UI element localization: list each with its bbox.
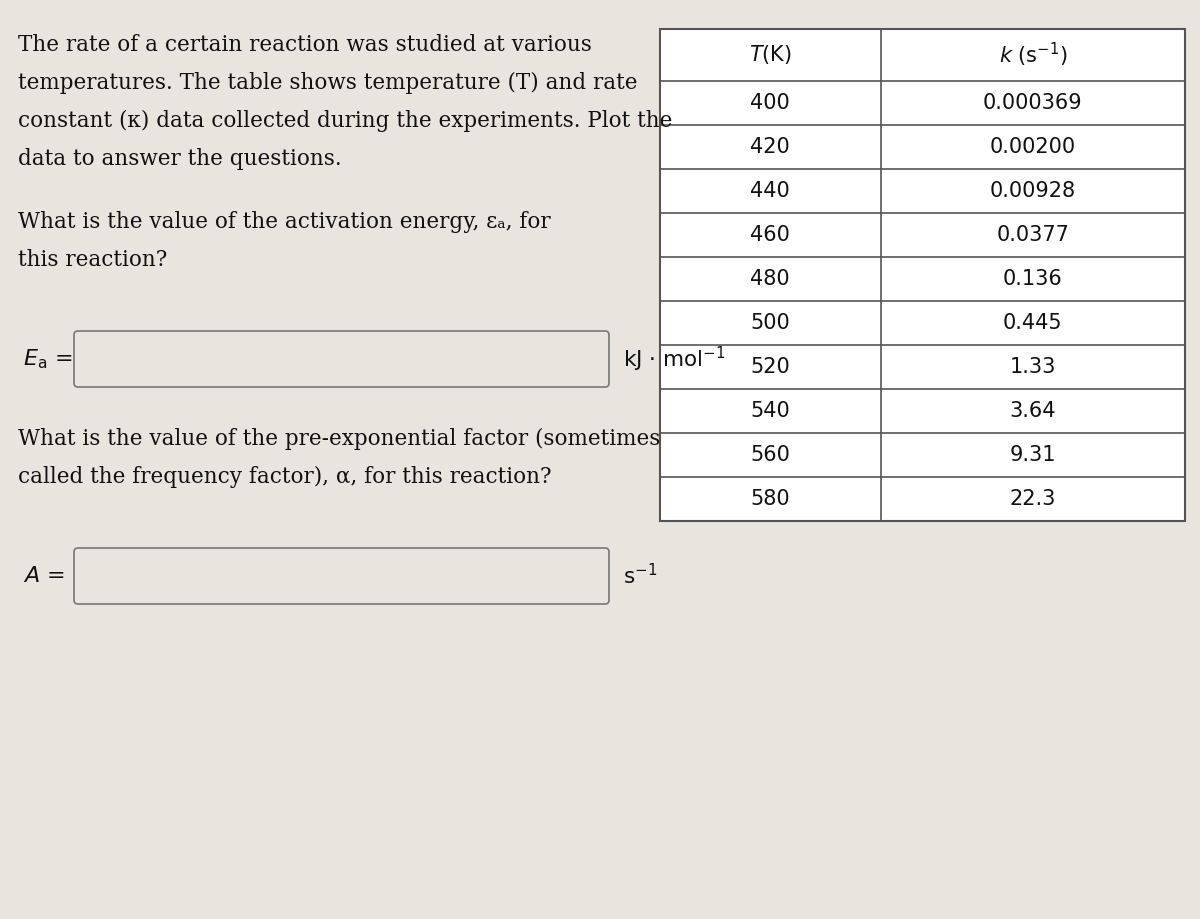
Text: 400: 400 (750, 93, 790, 113)
Text: What is the value of the activation energy, εₐ, for: What is the value of the activation ener… (18, 211, 551, 233)
Text: 22.3: 22.3 (1009, 489, 1056, 509)
Text: 480: 480 (750, 269, 790, 289)
FancyBboxPatch shape (74, 331, 610, 387)
Text: 580: 580 (750, 489, 790, 509)
Text: called the frequency factor), α, for this reaction?: called the frequency factor), α, for thi… (18, 466, 552, 488)
Text: s$^{-1}$: s$^{-1}$ (623, 563, 658, 588)
Text: 0.0377: 0.0377 (996, 225, 1069, 245)
Text: 0.00200: 0.00200 (990, 137, 1076, 157)
Text: 0.000369: 0.000369 (983, 93, 1082, 113)
Text: 420: 420 (750, 137, 790, 157)
Text: $k$ (s$^{-1}$): $k$ (s$^{-1}$) (998, 41, 1067, 69)
Text: 1.33: 1.33 (1009, 357, 1056, 377)
Text: 440: 440 (750, 181, 790, 201)
FancyBboxPatch shape (74, 548, 610, 604)
Text: 540: 540 (750, 401, 790, 421)
Text: What is the value of the pre-exponential factor (sometimes: What is the value of the pre-exponential… (18, 428, 660, 450)
Text: data to answer the questions.: data to answer the questions. (18, 148, 342, 170)
Text: this reaction?: this reaction? (18, 249, 167, 271)
Text: 3.64: 3.64 (1009, 401, 1056, 421)
Text: $A$ =: $A$ = (23, 566, 65, 586)
Text: 0.00928: 0.00928 (990, 181, 1076, 201)
Text: temperatures. The table shows temperature (Τ) and rate: temperatures. The table shows temperatur… (18, 72, 637, 94)
Text: constant (κ) data collected during the experiments. Plot the: constant (κ) data collected during the e… (18, 110, 672, 132)
Text: 560: 560 (750, 445, 790, 465)
Text: $E_{\mathrm{a}}$ =: $E_{\mathrm{a}}$ = (23, 347, 72, 370)
Text: 0.136: 0.136 (1003, 269, 1063, 289)
Text: 0.445: 0.445 (1003, 313, 1062, 333)
Text: 9.31: 9.31 (1009, 445, 1056, 465)
Text: The rate of a certain reaction was studied at various: The rate of a certain reaction was studi… (18, 34, 592, 56)
Text: 500: 500 (750, 313, 790, 333)
Text: 460: 460 (750, 225, 790, 245)
Text: 520: 520 (750, 357, 790, 377)
FancyBboxPatch shape (660, 29, 1186, 521)
Text: $T$(K): $T$(K) (749, 43, 792, 66)
Text: kJ · mol$^{-1}$: kJ · mol$^{-1}$ (623, 345, 725, 374)
